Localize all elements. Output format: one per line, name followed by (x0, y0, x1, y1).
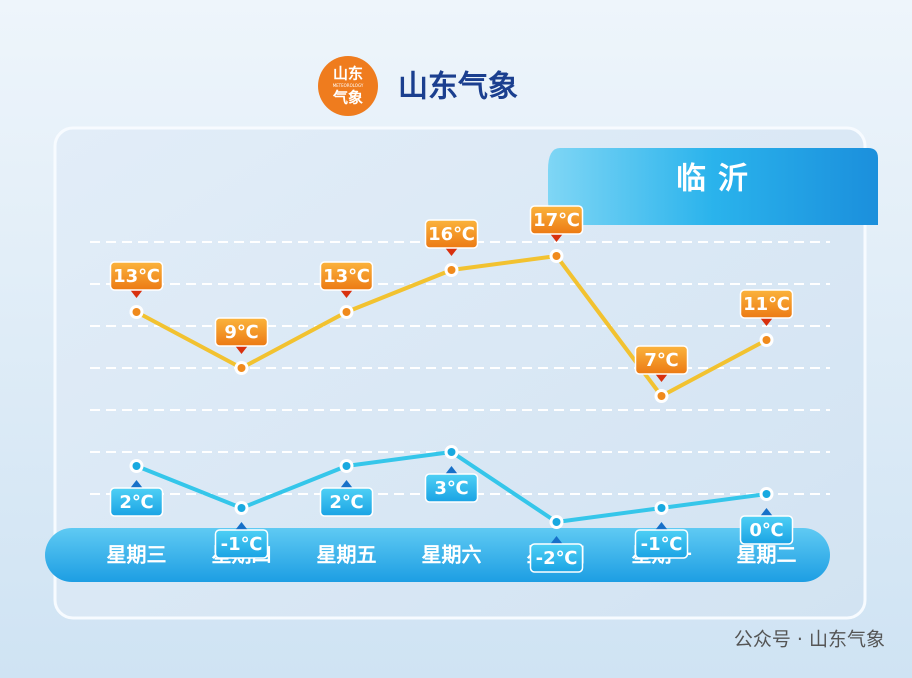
label-box (214, 317, 269, 347)
panel (53, 126, 867, 620)
point-dot (342, 308, 351, 316)
label-pointer (549, 233, 564, 242)
x-tick-label: 星期三 (107, 543, 167, 567)
label-box (109, 261, 164, 291)
point-dot (237, 504, 246, 512)
value-label: -2℃ (536, 548, 578, 569)
label-pointer (444, 247, 459, 256)
label-pointer (759, 508, 774, 517)
label-pointer (234, 522, 249, 531)
point-dot (657, 504, 666, 512)
label-box (529, 205, 584, 235)
label-pointer (339, 480, 354, 489)
label-pointer (129, 480, 144, 489)
value-label: 11℃ (743, 294, 790, 315)
logo-text: 山东 (333, 65, 363, 83)
point-dot (552, 252, 561, 260)
label-box (319, 261, 374, 291)
x-tick-label: 星期二 (737, 543, 797, 567)
label-pointer (759, 317, 774, 326)
point-dot (657, 392, 666, 400)
value-label: -1℃ (221, 534, 263, 555)
label-box (739, 515, 794, 545)
point-dot (447, 266, 456, 274)
value-label: 13℃ (113, 266, 160, 287)
value-label: 17℃ (533, 210, 580, 231)
point-dot (762, 336, 771, 344)
label-box (424, 473, 479, 503)
point-dot (552, 518, 561, 526)
label-pointer (234, 345, 249, 354)
value-label: -1℃ (641, 534, 683, 555)
point-dot (237, 364, 246, 372)
label-pointer (549, 536, 564, 545)
label-box (424, 219, 479, 249)
label-pointer (654, 522, 669, 531)
logo-text: 气象 (332, 89, 363, 107)
point-dot (132, 308, 141, 316)
label-box (109, 487, 164, 517)
label-pointer (654, 373, 669, 382)
label-box (634, 529, 689, 559)
point-dot (342, 462, 351, 470)
value-label: 2℃ (119, 492, 153, 513)
watermark: 公众号 · 山东气象 (734, 629, 885, 651)
label-box (214, 529, 269, 559)
label-box (529, 543, 584, 573)
label-box (319, 487, 374, 517)
point-dot (762, 490, 771, 498)
value-label: 13℃ (323, 266, 370, 287)
value-label: 7℃ (644, 350, 678, 371)
brand: 山东气象 (398, 70, 518, 105)
point-dot (447, 448, 456, 456)
x-tick-label: 星期五 (317, 543, 377, 567)
city-tab (548, 148, 878, 225)
label-box (634, 345, 689, 375)
label-pointer (339, 289, 354, 298)
logo (318, 56, 378, 116)
value-label: 3℃ (434, 478, 468, 499)
value-label: 9℃ (224, 322, 258, 343)
point-dot (132, 462, 141, 470)
label-pointer (444, 466, 459, 475)
chart-title: 临沂 (676, 162, 760, 197)
value-label: 16℃ (428, 224, 475, 245)
value-label: 0℃ (749, 520, 783, 541)
label-box (739, 289, 794, 319)
label-pointer (129, 289, 144, 298)
value-label: 2℃ (329, 492, 363, 513)
x-tick-label: 星期六 (422, 543, 482, 567)
logo-text: METEOROLOGY (333, 83, 364, 88)
